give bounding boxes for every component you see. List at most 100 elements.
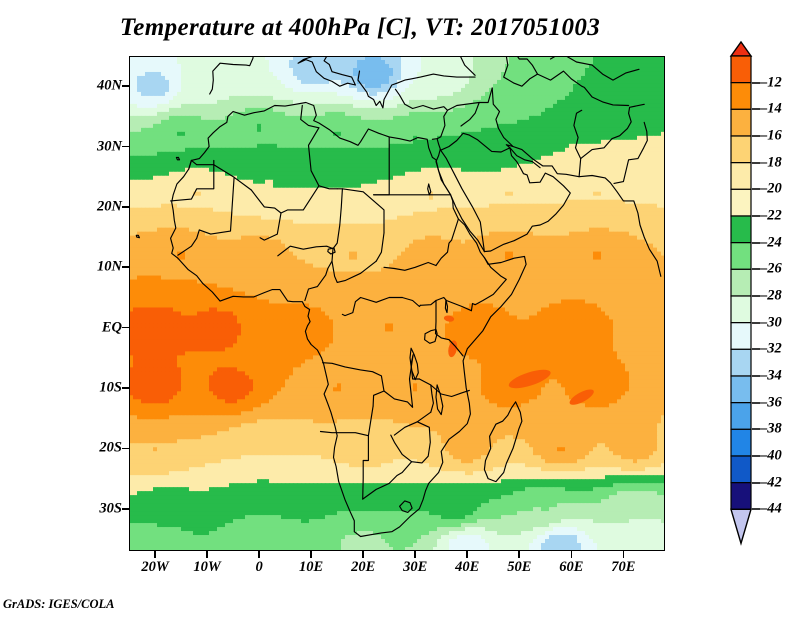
map-outlines bbox=[135, 56, 662, 538]
coastline bbox=[357, 70, 476, 109]
colorbar-tick-mark bbox=[752, 428, 760, 431]
political-border bbox=[419, 299, 437, 306]
colorbar-band[interactable] bbox=[730, 108, 752, 137]
colorbar[interactable] bbox=[729, 40, 753, 546]
colorbar-band[interactable] bbox=[730, 55, 752, 84]
colorbar-tick-label: –26 bbox=[760, 260, 782, 277]
lake-outline bbox=[327, 247, 336, 255]
colorbar-band[interactable] bbox=[730, 82, 752, 110]
colorbar-tick-mark bbox=[752, 268, 760, 271]
political-border bbox=[177, 176, 235, 256]
coastline bbox=[459, 56, 476, 76]
coastline bbox=[435, 149, 485, 253]
political-border bbox=[418, 378, 470, 398]
map-plot-area[interactable] bbox=[129, 56, 665, 551]
political-border bbox=[580, 103, 645, 160]
political-border bbox=[436, 138, 442, 151]
colorbar-band[interactable] bbox=[730, 162, 752, 190]
longitude-tick-mark bbox=[466, 551, 469, 558]
political-border bbox=[434, 299, 437, 335]
colorbar-band[interactable] bbox=[730, 482, 752, 510]
longitude-tick-mark bbox=[362, 551, 364, 558]
political-border bbox=[460, 101, 480, 127]
political-border bbox=[375, 232, 385, 262]
political-border bbox=[336, 188, 385, 234]
latitude-tick-label: 40N bbox=[97, 77, 122, 94]
political-border bbox=[331, 260, 377, 283]
political-border bbox=[319, 405, 374, 437]
political-border bbox=[430, 384, 434, 413]
colorbar-band[interactable] bbox=[730, 188, 752, 217]
political-border bbox=[362, 435, 369, 500]
political-border bbox=[446, 87, 493, 111]
colorbar-tick-label: –20 bbox=[760, 180, 782, 197]
coastline bbox=[297, 56, 356, 87]
colorbar-band[interactable] bbox=[730, 295, 752, 324]
political-border bbox=[435, 218, 459, 267]
colorbar-tick-label: –40 bbox=[760, 447, 782, 464]
colorbar-tick-label: –18 bbox=[760, 154, 782, 171]
colorbar-tick-label: –32 bbox=[760, 340, 782, 357]
colorbar-tick-label: –38 bbox=[760, 420, 782, 437]
longitude-tick-label: 10E bbox=[299, 559, 324, 575]
colorbar-band[interactable] bbox=[730, 402, 752, 430]
latitude-tick-mark bbox=[122, 206, 129, 208]
colorbar-tick-label: –22 bbox=[760, 207, 782, 224]
political-border bbox=[470, 257, 507, 312]
coastline bbox=[509, 147, 541, 169]
coastline bbox=[175, 156, 181, 161]
grads-attribution: GrADS: IGES/COLA bbox=[3, 597, 115, 611]
colorbar-tick-mark bbox=[752, 188, 760, 191]
colorbar-band[interactable] bbox=[730, 215, 752, 244]
coastline bbox=[170, 101, 527, 538]
colorbar-band[interactable] bbox=[730, 375, 752, 404]
coastline bbox=[503, 56, 539, 87]
colorbar-tick-mark bbox=[752, 375, 760, 377]
longitude-tick-mark bbox=[154, 551, 156, 558]
colorbar-band[interactable] bbox=[730, 428, 752, 457]
lake-outline bbox=[444, 299, 449, 314]
chart-title: Temperature at 400hPa [C], VT: 201705100… bbox=[119, 14, 601, 41]
latitude-tick-mark bbox=[122, 507, 129, 510]
political-border bbox=[536, 70, 630, 107]
political-border bbox=[341, 296, 403, 317]
latitude-tick-mark bbox=[122, 387, 129, 389]
political-border bbox=[393, 411, 432, 436]
colorbar-band[interactable] bbox=[730, 135, 752, 164]
lake-outline bbox=[409, 347, 419, 381]
political-border bbox=[307, 127, 338, 190]
longitude-tick-label: 30E bbox=[403, 559, 428, 575]
longitude-tick-label: 50E bbox=[507, 559, 532, 575]
longitude-tick-mark bbox=[414, 551, 416, 558]
colorbar-band[interactable] bbox=[730, 268, 752, 297]
lake-outline bbox=[435, 384, 444, 416]
colorbar-tick-mark bbox=[752, 81, 760, 84]
political-border bbox=[170, 164, 215, 202]
colorbar-tick-mark bbox=[752, 481, 760, 484]
political-border bbox=[399, 500, 413, 513]
colorbar-band[interactable] bbox=[730, 322, 752, 350]
latitude-tick-label: 10N bbox=[97, 258, 122, 275]
colorbar-bands bbox=[729, 40, 753, 546]
colorbar-tick-label: –14 bbox=[760, 100, 782, 117]
colorbar-tick-mark bbox=[752, 135, 760, 137]
warm-pocket-features bbox=[443, 315, 594, 405]
latitude-tick-label: 20N bbox=[97, 198, 122, 215]
political-border bbox=[390, 421, 431, 464]
coastline bbox=[209, 56, 254, 95]
colorbar-band[interactable] bbox=[730, 455, 752, 484]
latitude-tick-mark bbox=[122, 266, 129, 269]
colorbar-tick-label: –42 bbox=[760, 474, 782, 491]
colorbar-tick-mark bbox=[752, 508, 760, 511]
colorbar-band[interactable] bbox=[730, 242, 752, 270]
colorbar-tick-mark bbox=[752, 108, 760, 111]
colorbar-tick-label: –30 bbox=[760, 314, 782, 331]
colorbar-band[interactable] bbox=[730, 348, 752, 377]
longitude-tick-mark bbox=[518, 551, 521, 558]
longitude-tick-label: 70E bbox=[611, 559, 636, 575]
colorbar-tick-mark bbox=[752, 348, 760, 351]
colorbar-tick-label: –36 bbox=[760, 394, 782, 411]
colorbar-tick-label: –28 bbox=[760, 287, 782, 304]
colorbar-over-arrow bbox=[729, 40, 753, 57]
